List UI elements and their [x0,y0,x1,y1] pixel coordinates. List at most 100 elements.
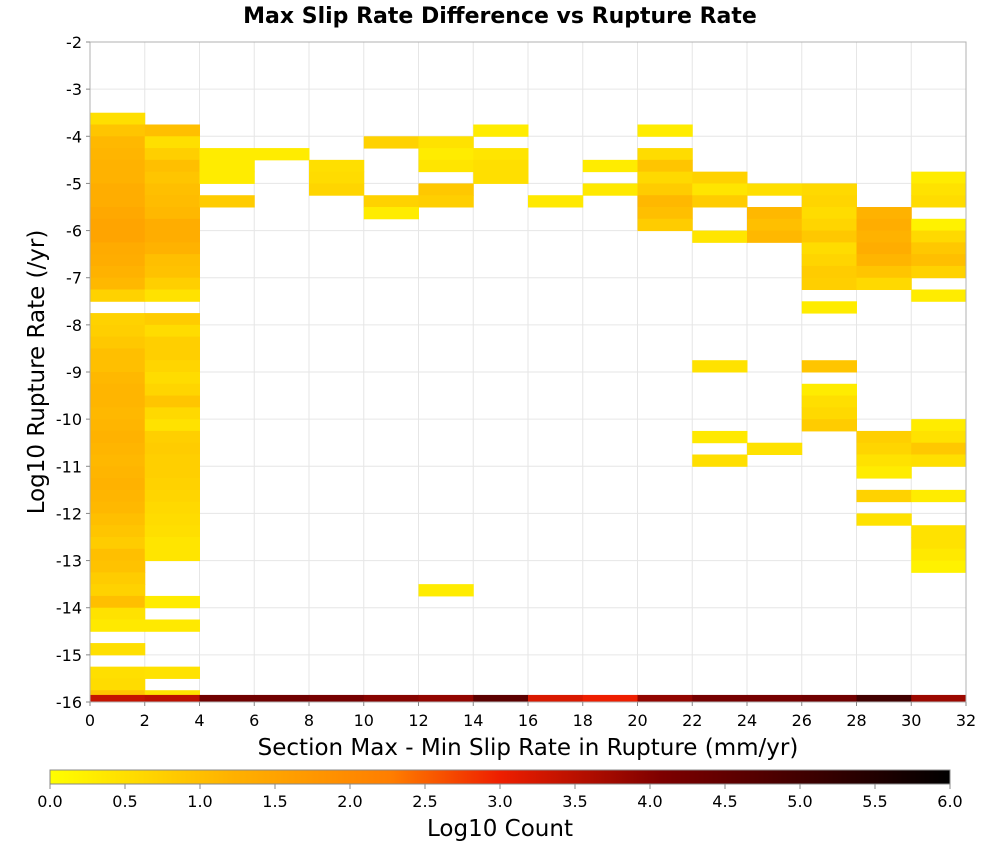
heatmap-cell [856,430,912,444]
colorbar [49,769,951,785]
heatmap-cell [90,360,146,373]
heatmap-cell [199,159,255,173]
heatmap-cell [911,195,967,208]
heatmap-cell [637,171,693,184]
heatmap-cell [637,124,693,137]
heatmap-cell [747,218,803,232]
heatmap-cell [90,584,146,597]
heatmap-cell [144,348,200,361]
colorbar-tick-label: 2.0 [337,792,362,811]
heatmap-cell [637,207,693,220]
heatmap-cell [309,159,365,173]
heatmap-cell-bottom-row [473,694,529,702]
heatmap-cell [144,666,200,679]
heatmap-cell-bottom-row [582,694,638,702]
heatmap-cell [90,537,146,550]
heatmap-cell [90,442,146,455]
y-tick-label: -7 [66,269,82,288]
heatmap-cell [801,383,857,397]
colorbar-tick-label: 3.5 [562,792,587,811]
x-tick-label: 18 [573,711,593,730]
heatmap-cell [90,289,146,302]
heatmap-cell [637,218,693,232]
heatmap-cell-bottom-row [144,694,200,702]
heatmap-cell [747,230,803,243]
heatmap-cell [637,159,693,173]
heatmap-cell [418,159,474,173]
y-tick-label: -5 [66,174,82,193]
heatmap-cell [144,195,200,208]
colorbar-tick-label: 6.0 [937,792,962,811]
heatmap-cell [90,171,146,184]
heatmap-cell [582,159,638,173]
heatmap-cell [90,666,146,679]
heatmap-cell-bottom-row [528,694,584,702]
heatmap-cell [90,183,146,196]
y-tick-label: -9 [66,363,82,382]
heatmap-cell [911,537,967,550]
heatmap-cell [801,207,857,220]
heatmap-cell-bottom-row [309,694,365,702]
heatmap-cell [801,195,857,208]
heatmap-cell [418,584,474,597]
heatmap-cell [90,572,146,585]
heatmap-cell [90,643,146,656]
heatmap-cell [911,183,967,196]
x-tick-label: 28 [846,711,866,730]
heatmap-cell [90,489,146,503]
heatmap-cell [90,619,146,632]
heatmap-cell [911,548,967,562]
heatmap-cell-bottom-row [90,694,146,702]
heatmap-cell [801,218,857,232]
y-axis-label: Log10 Rupture Rate (/yr) [24,230,50,515]
heatmap-cell [144,336,200,349]
heatmap-cell [801,395,857,408]
x-tick-label: 10 [354,711,374,730]
heatmap-cell [144,313,200,326]
heatmap-cell [309,183,365,196]
heatmap-cell [90,372,146,385]
heatmap-cell [363,136,419,149]
heatmap-cell [144,277,200,290]
heatmap-cell [144,595,200,609]
heatmap-cell [582,183,638,196]
heatmap-cell [144,513,200,526]
heatmap-cell [801,254,857,267]
heatmap-cell [801,360,857,373]
heatmap-cell [856,442,912,455]
x-tick-label: 30 [901,711,921,730]
colorbar-tick-label: 0.0 [37,792,62,811]
heatmap-cell [144,207,200,220]
heatmap-cell [144,395,200,408]
heatmap-cell [856,207,912,220]
heatmap-cell [528,195,584,208]
heatmap-cell [418,183,474,196]
heatmap-cell [90,560,146,573]
heatmap-cell [911,230,967,243]
heatmap-cell [692,430,748,444]
heatmap-cell [911,489,967,503]
heatmap-cell [911,525,967,538]
x-tick-label: 8 [304,711,314,730]
y-tick-label: -16 [56,693,82,712]
heatmap-cell [144,548,200,562]
heatmap-cell [144,124,200,137]
colorbar-ticks: 0.0 0.5 1.0 1.5 2.0 2.5 3.0 3.5 4.0 4.5 5.0 5.5 6.0 [37,784,963,811]
heatmap-cell [90,407,146,420]
colorbar-tick-label: 3.0 [487,792,512,811]
heatmap-cell [144,454,200,467]
heatmap-cell [144,159,200,173]
heatmap-cell [801,419,857,432]
heatmap-cell [144,372,200,385]
heatmap-cell [856,513,912,526]
x-tick-label: 16 [518,711,538,730]
heatmap-cell [473,171,529,184]
heatmap-cell-bottom-row [801,694,857,702]
heatmap-cell [144,407,200,420]
x-tick-label: 26 [792,711,812,730]
colorbar-label: Log10 Count [427,816,573,842]
heatmap-cell [199,171,255,184]
heatmap-cell [856,489,912,503]
heatmap-cell [801,277,857,290]
heatmap-cell [90,478,146,491]
